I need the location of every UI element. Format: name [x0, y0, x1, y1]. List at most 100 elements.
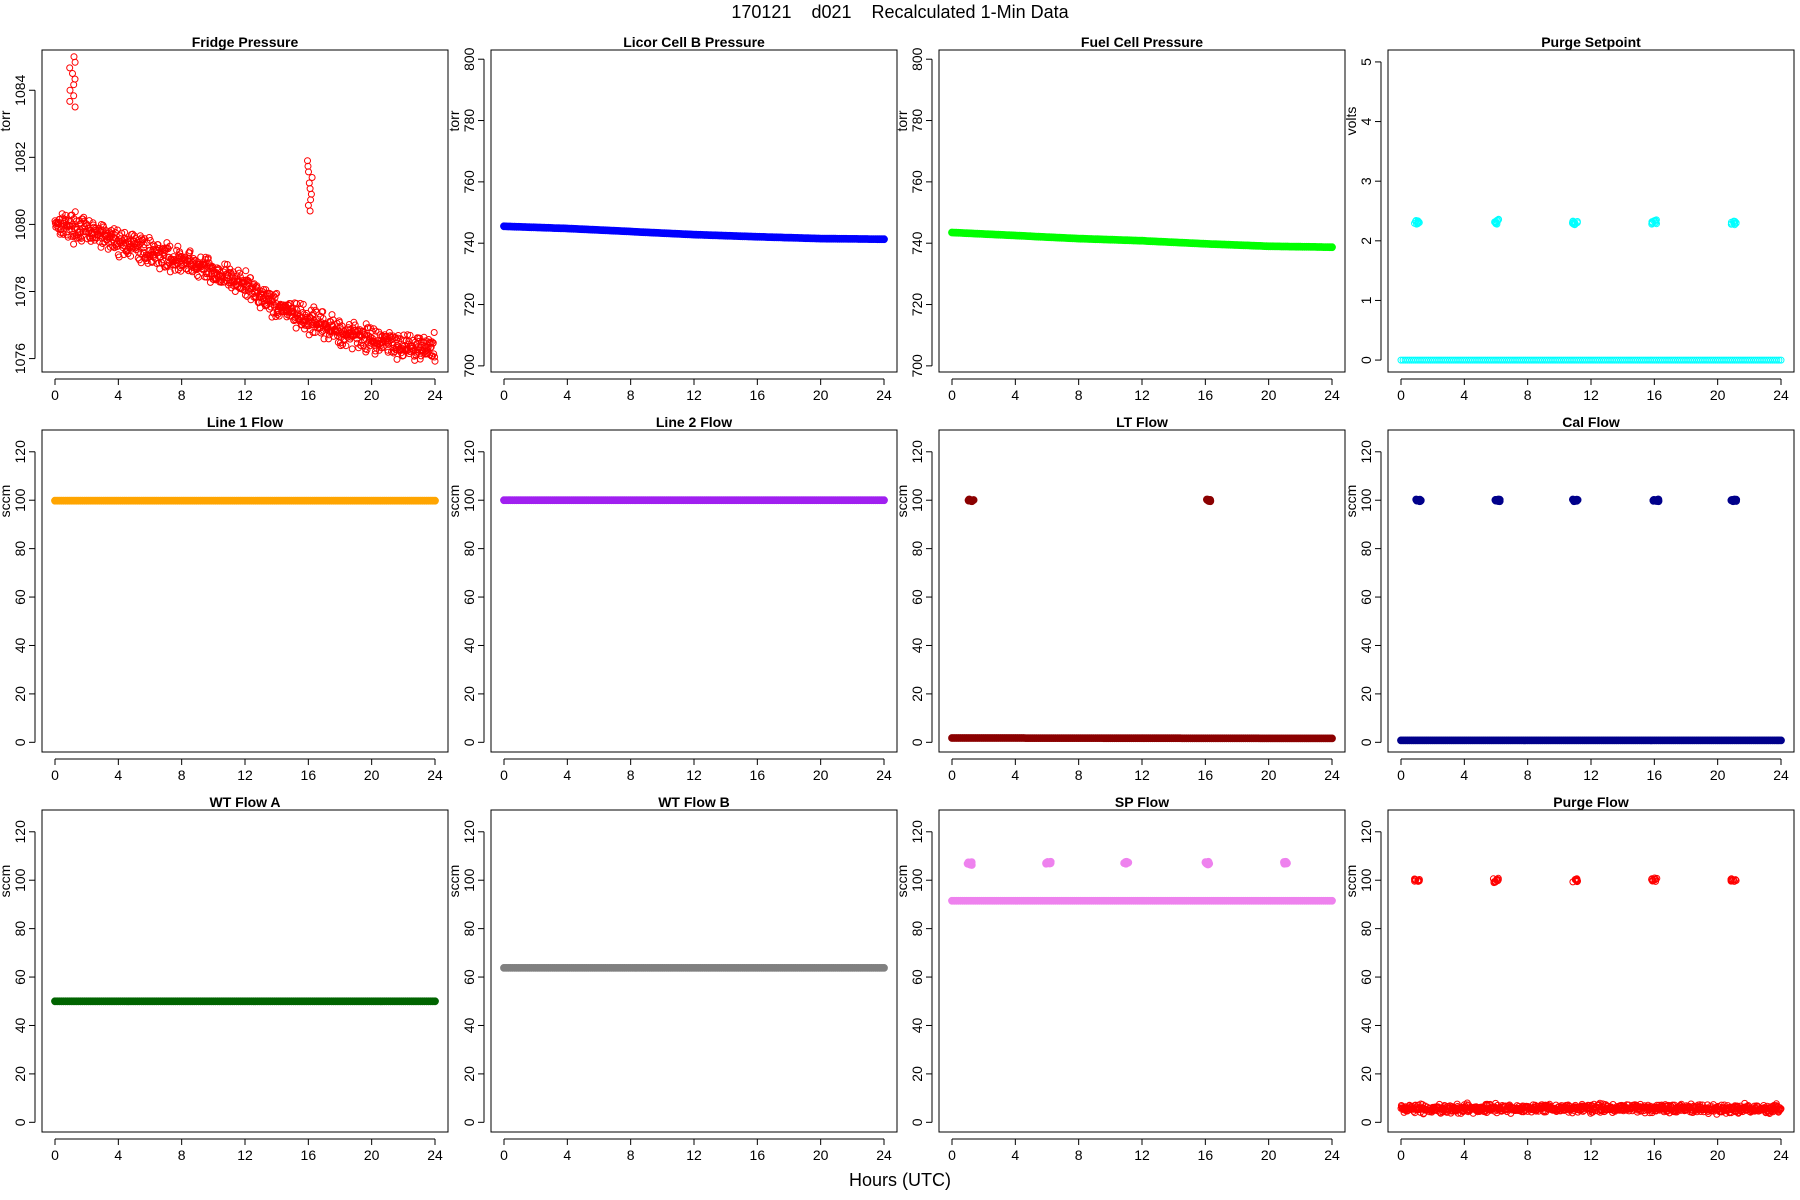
- data-point: [414, 346, 422, 354]
- y-tick-label: 1078: [12, 276, 28, 307]
- data-point: [66, 97, 74, 105]
- x-tick-label: 4: [563, 387, 571, 403]
- x-tick-label: 4: [563, 767, 571, 783]
- x-tick-label: 8: [1075, 1147, 1083, 1163]
- y-tick-label: 1: [1358, 296, 1374, 304]
- y-tick-label: 720: [461, 293, 477, 317]
- chart-title: Purge Setpoint: [1541, 34, 1641, 50]
- y-tick-label: 40: [12, 637, 28, 653]
- x-tick-label: 4: [1011, 767, 1019, 783]
- data-point: [1777, 736, 1785, 745]
- y-tick-label: 60: [1358, 589, 1374, 605]
- data-point: [430, 329, 438, 336]
- x-tick-label: 4: [1011, 387, 1019, 403]
- x-tick-label: 16: [750, 767, 766, 783]
- y-tick-label: 40: [461, 1017, 477, 1033]
- data-point: [1328, 896, 1336, 905]
- x-tick-label: 16: [750, 1147, 766, 1163]
- x-tick-label: 8: [627, 1147, 635, 1163]
- chart-panel: Fridge Pressure 0 4 8 12 16 20 24 1076 1078 1080 10…: [0, 34, 449, 403]
- data-point: [70, 53, 78, 61]
- data-point: [967, 858, 976, 866]
- data-point: [253, 284, 261, 292]
- chart-title: Fridge Pressure: [192, 34, 299, 50]
- data-point: [66, 64, 74, 72]
- x-tick-label: 20: [364, 387, 380, 403]
- data-point: [1731, 876, 1739, 884]
- data-point: [1328, 243, 1336, 252]
- x-tick-label: 16: [301, 767, 317, 783]
- plot-frame: [490, 809, 898, 1133]
- y-tick-label: 20: [909, 1066, 925, 1082]
- data-point: [1652, 216, 1660, 224]
- data-point: [71, 208, 79, 216]
- x-tick-label: 12: [1134, 767, 1150, 783]
- data-points: [51, 496, 439, 505]
- data-point: [1569, 495, 1577, 504]
- data-point: [1328, 734, 1336, 743]
- y-tick-label: 80: [461, 541, 477, 557]
- y-tick-label: 20: [12, 1066, 28, 1082]
- data-point: [310, 303, 318, 311]
- x-tick-label: 12: [686, 1147, 702, 1163]
- data-point: [190, 255, 197, 262]
- y-axis-label: torr: [446, 110, 462, 131]
- x-tick-label: 24: [1773, 767, 1789, 783]
- x-tick-label: 12: [237, 387, 253, 403]
- x-tick-label: 16: [1198, 1147, 1214, 1163]
- data-point: [71, 75, 79, 83]
- data-points: [1397, 874, 1785, 1118]
- data-point: [306, 185, 314, 193]
- data-point: [78, 237, 86, 245]
- data-point: [390, 349, 398, 357]
- chart-title: WT Flow B: [658, 794, 730, 810]
- y-tick-label: 120: [1358, 440, 1374, 464]
- figure-x-axis-label: Hours (UTC): [849, 1170, 951, 1190]
- y-tick-label: 60: [1358, 969, 1374, 985]
- data-point: [1777, 1105, 1785, 1113]
- data-point: [159, 256, 167, 264]
- data-point: [154, 241, 162, 249]
- plot-frame: [490, 49, 898, 373]
- chart-title: SP Flow: [1115, 794, 1169, 810]
- data-point: [58, 210, 66, 218]
- data-point: [299, 300, 307, 308]
- data-point: [307, 190, 315, 198]
- y-axis-label: sccm: [0, 485, 13, 518]
- y-tick-label: 120: [1358, 820, 1374, 844]
- plot-frame: [41, 49, 449, 373]
- data-point: [304, 162, 312, 170]
- x-tick-label: 12: [237, 767, 253, 783]
- x-tick-label: 20: [1261, 1147, 1277, 1163]
- y-tick-label: 100: [909, 488, 925, 512]
- x-tick-label: 0: [948, 767, 956, 783]
- plot-frame: [938, 809, 1346, 1133]
- data-point: [1494, 495, 1503, 504]
- x-tick-label: 20: [364, 1147, 380, 1163]
- data-point: [135, 248, 143, 256]
- data-point: [431, 997, 439, 1006]
- y-tick-label: 100: [1358, 488, 1374, 512]
- data-points: [1397, 495, 1785, 745]
- data-point: [66, 86, 74, 94]
- y-tick-label: 20: [1358, 1066, 1374, 1082]
- data-point: [308, 174, 316, 181]
- data-point: [1652, 875, 1660, 883]
- x-tick-label: 0: [948, 387, 956, 403]
- data-point: [166, 268, 174, 276]
- y-tick-label: 100: [909, 868, 925, 892]
- x-tick-label: 20: [364, 767, 380, 783]
- y-tick-label: 740: [909, 231, 925, 255]
- x-tick-label: 16: [1647, 387, 1663, 403]
- data-points: [948, 495, 1336, 743]
- data-point: [1654, 495, 1663, 504]
- data-point: [260, 286, 268, 293]
- data-point: [385, 329, 393, 336]
- x-tick-label: 24: [1773, 1147, 1789, 1163]
- y-axis-label: sccm: [0, 865, 13, 898]
- x-tick-label: 20: [813, 767, 829, 783]
- data-point: [271, 290, 279, 298]
- x-tick-label: 4: [1011, 1147, 1019, 1163]
- data-point: [183, 265, 191, 273]
- y-axis-label: sccm: [894, 485, 910, 518]
